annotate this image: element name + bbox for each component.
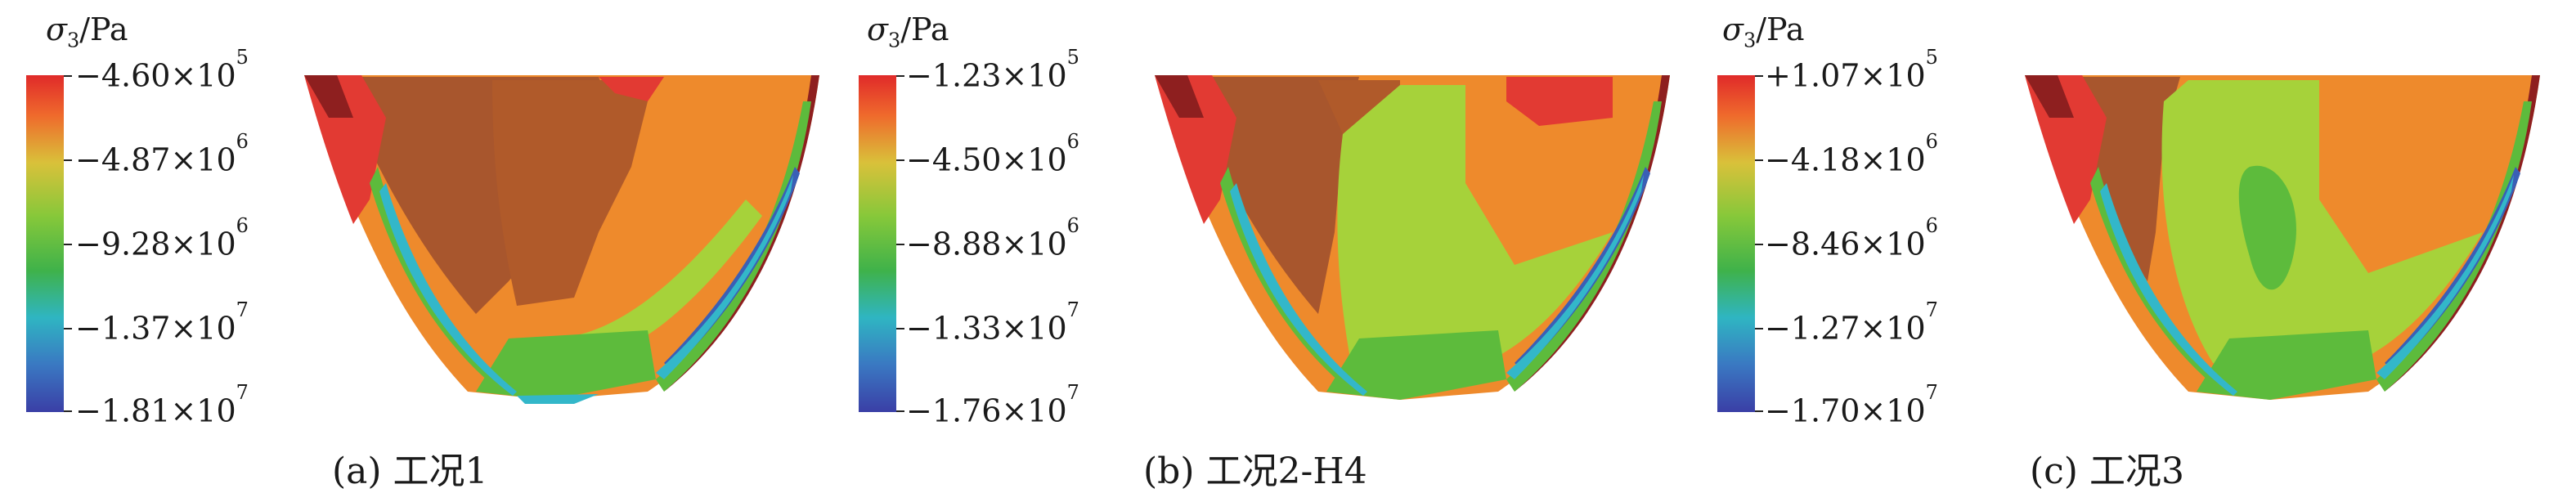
tick-label: +1.07×105: [1765, 46, 1938, 94]
tick-label: −1.33×107: [906, 298, 1079, 347]
tick-label: −9.28×106: [75, 214, 249, 262]
tick-label: −1.37×107: [75, 298, 249, 347]
legend-title: σ3/Pa: [1722, 11, 1805, 52]
caption: (b) 工况2-H4: [1143, 450, 1367, 492]
color-bar: [1717, 75, 1755, 412]
color-bar: [26, 75, 64, 412]
tick-label: −1.76×107: [906, 381, 1079, 429]
panel-a: σ3/Pa −4.60×105 −4.87×106 −9.28×106 −1.3…: [0, 0, 859, 502]
tick-label: −4.18×106: [1765, 130, 1938, 178]
tick-label: −1.23×105: [906, 46, 1079, 94]
legend-title: σ3/Pa: [867, 11, 949, 52]
caption: (c) 工况3: [2030, 450, 2184, 492]
tick-label: −8.88×106: [906, 214, 1079, 262]
stress-contour-map: [1155, 75, 1670, 400]
tick-label: −4.87×106: [75, 130, 249, 178]
caption: (a) 工况1: [332, 450, 488, 492]
tick-label: −8.46×106: [1765, 214, 1938, 262]
tick-label: −4.60×105: [75, 46, 249, 94]
stress-contour-map: [2025, 75, 2540, 400]
panel-c: σ3/Pa +1.07×105 −4.18×106 −8.46×106 −1.2…: [1717, 0, 2576, 502]
tick-label: −1.81×107: [75, 381, 249, 429]
tick-label: −1.70×107: [1765, 381, 1938, 429]
stress-contour-map: [304, 75, 819, 404]
tick-label: −1.27×107: [1765, 298, 1938, 347]
tick-label: −4.50×106: [906, 130, 1079, 178]
legend-title: σ3/Pa: [46, 11, 128, 52]
color-bar: [859, 75, 896, 412]
panel-b: σ3/Pa −1.23×105 −4.50×106 −8.88×106 −1.3…: [859, 0, 1717, 502]
